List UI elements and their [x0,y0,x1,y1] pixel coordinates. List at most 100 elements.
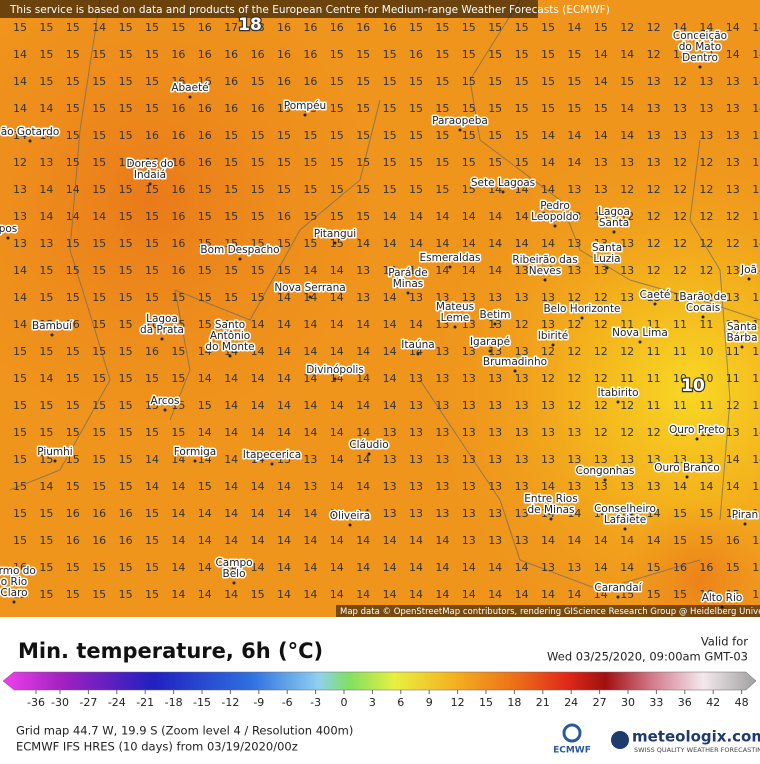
grid-value: 15 [119,561,133,574]
grid-value: 13 [462,534,476,547]
grid-value: 15 [383,75,397,88]
grid-value: 15 [13,21,27,34]
town-marker [448,265,452,269]
grid-value: 15 [145,399,159,412]
grid-value: 14 [567,129,581,142]
grid-value: 14 [541,507,555,520]
grid-value: 14 [330,426,344,439]
grid-value: 14 [673,21,687,34]
town-marker [653,302,657,306]
grid-value: 15 [462,183,476,196]
town-label: do Mato [679,41,721,53]
grid-value: 14 [303,264,317,277]
grid-value: 13 [462,399,476,412]
grid-value: 11 [620,372,634,385]
grid-value: 15 [356,210,370,223]
grid-value: 13 [488,291,502,304]
grid-value: 16 [330,21,344,34]
grid-value: 14 [620,48,634,61]
grid-value: 15 [198,264,212,277]
grid-value: 15 [409,21,423,34]
grid-value: 15 [119,399,133,412]
grid-value: 16 [224,75,238,88]
tick-label: 12 [451,696,465,709]
grid-value: 15 [145,561,159,574]
grid-value: 15 [330,237,344,250]
grid-value: 13 [488,372,502,385]
grid-value: 14 [251,480,265,493]
grid-value: 16 [145,156,159,169]
grid-value: 14 [13,75,27,88]
grid-value: 14 [647,507,661,520]
town-marker [612,230,616,234]
town-marker [50,333,54,337]
town-marker [685,475,689,479]
grid-value: 15 [171,426,185,439]
grid-value: 15 [435,21,449,34]
grid-value: 15 [39,21,53,34]
grid-value: 12 [673,291,687,304]
grid-value: 13 [752,399,760,412]
border [9,0,111,491]
grid-value: 14 [409,264,423,277]
town-label: Minas [393,278,424,290]
grid-value: 14 [303,561,317,574]
grid-value: 13 [435,480,449,493]
grid-value: 13 [356,291,370,304]
grid-value: 14 [383,561,397,574]
grid-value: 15 [171,318,185,331]
grid-value: 15 [171,345,185,358]
grid-value: 18 [251,21,265,34]
grid-value: 14 [277,588,291,601]
grid-value: 15 [171,291,185,304]
grid-value: 15 [66,264,80,277]
grid-value: 13 [647,102,661,115]
grid-value: 14 [330,318,344,331]
grid-value: 14 [752,75,760,88]
grid-value: 15 [13,480,27,493]
grid-value: 16 [171,102,185,115]
grid-value: 11 [726,345,740,358]
grid-value: 13 [620,291,634,304]
grid-value: 11 [699,318,713,331]
grid-value: 13 [39,237,53,250]
grid-value: 14 [224,399,238,412]
grid-value: 14 [92,21,106,34]
grid-value: 14 [330,345,344,358]
grid-value: 13 [488,507,502,520]
grid-value: 13 [303,480,317,493]
grid-value: 12 [673,156,687,169]
grid-value: 15 [488,156,502,169]
grid-value: 12 [673,237,687,250]
town-label: Joã [740,264,757,276]
grid-value: 14 [515,183,529,196]
grid-value: 15 [567,48,581,61]
grid-value: 15 [39,534,53,547]
grid-value: 14 [409,318,423,331]
grid-value: 14 [383,345,397,358]
grid-value: 14 [726,21,740,34]
grid-value: 13 [567,264,581,277]
grid-value: 14 [594,129,608,142]
grid-value: 15 [198,480,212,493]
grid-value: 15 [303,129,317,142]
grid-value: 12 [541,345,555,358]
grid-value: 15 [145,21,159,34]
grid-value: 15 [92,291,106,304]
grid-value: 16 [251,48,265,61]
town-marker [513,369,517,373]
grid-value: 15 [66,561,80,574]
grid-value: 16 [699,588,713,601]
grid-value: 14 [726,48,740,61]
grid-value: 15 [752,534,760,547]
grid-value: 12 [699,237,713,250]
grid-value: 13 [462,372,476,385]
grid-value: 14 [383,291,397,304]
grid-value: 15 [330,210,344,223]
grid-value: 12 [594,318,608,331]
grid-value: 12 [620,210,634,223]
grid-value: 14 [620,129,634,142]
grid-value: 14 [356,507,370,520]
grid-value: 15 [145,426,159,439]
grid-value: 14 [383,372,397,385]
